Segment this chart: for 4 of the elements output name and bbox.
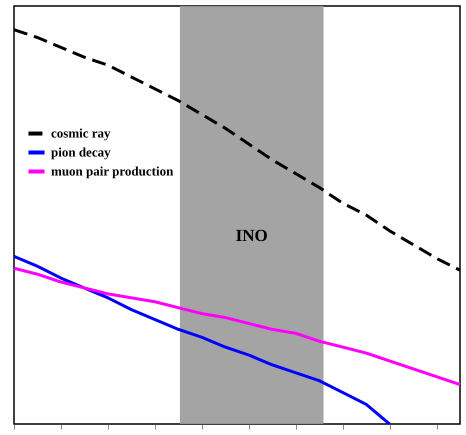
- legend-label: muon pair production: [51, 164, 174, 179]
- legend-label: pion decay: [51, 144, 112, 160]
- annotation: INO: [236, 226, 268, 245]
- legend-label: cosmic ray: [51, 126, 112, 141]
